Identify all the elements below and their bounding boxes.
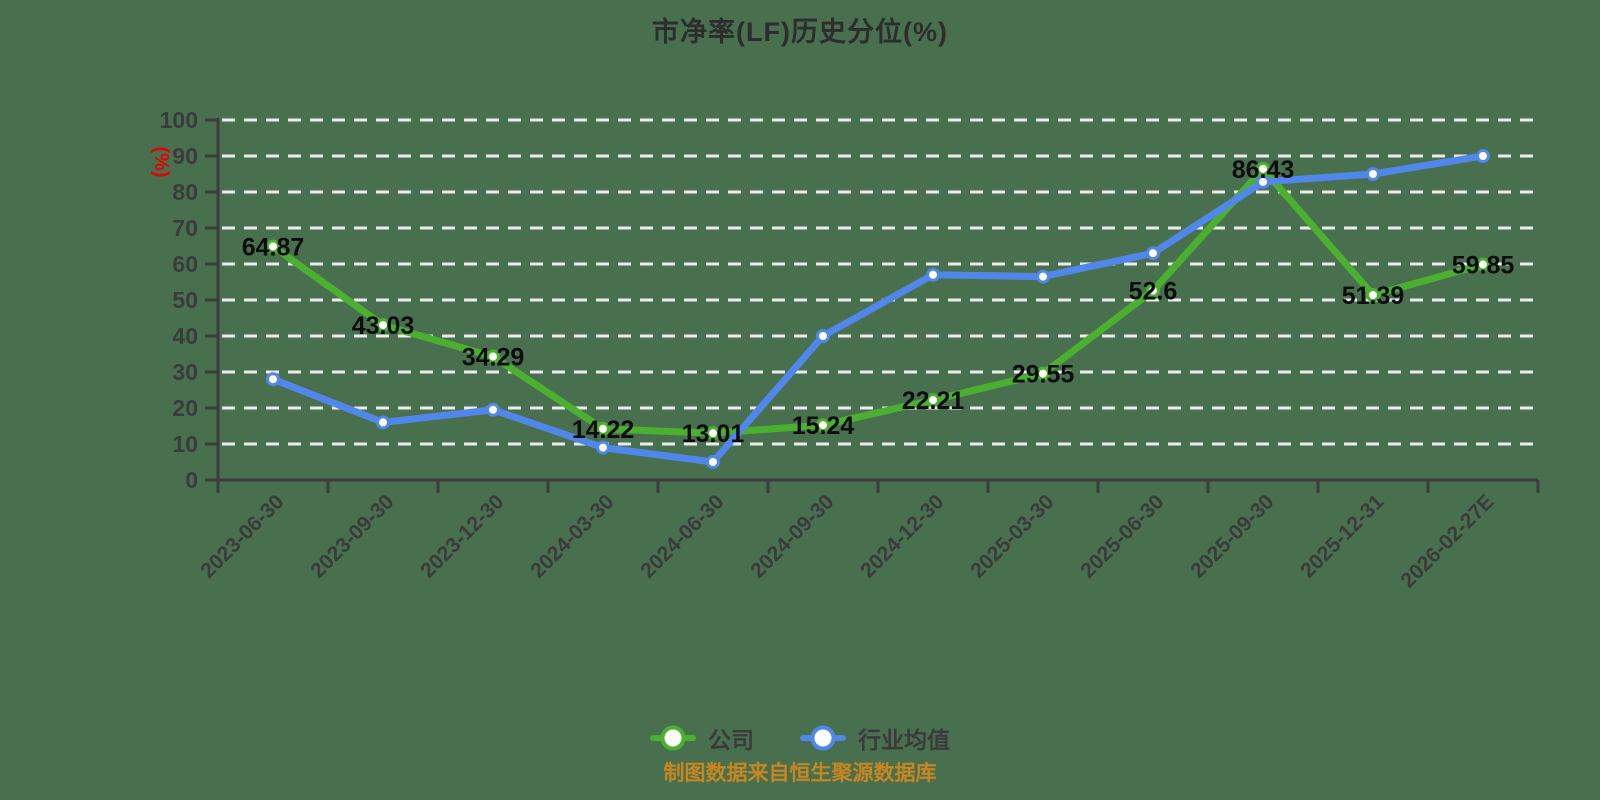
data-label-1: 43.03 bbox=[352, 312, 415, 340]
data-label-10: 51.39 bbox=[1342, 282, 1405, 310]
x-tick-label-0: 2023-06-30 bbox=[196, 490, 288, 582]
data-label-8: 52.6 bbox=[1129, 278, 1178, 306]
x-tick-label-4: 2024-06-30 bbox=[636, 490, 728, 582]
company-point-6 bbox=[926, 393, 940, 408]
company-points bbox=[266, 161, 1490, 441]
legend-ring bbox=[810, 725, 836, 751]
industry-point-11 bbox=[1476, 149, 1490, 163]
company-point-11 bbox=[1476, 257, 1490, 272]
industry-point-1 bbox=[376, 415, 390, 430]
legend-label-company: 公司 bbox=[708, 727, 754, 753]
company-point-5 bbox=[816, 418, 830, 433]
x-tick-label-2: 2023-12-30 bbox=[416, 490, 508, 582]
company-point-4 bbox=[706, 426, 720, 441]
legend-item-company[interactable]: 公司 bbox=[650, 721, 754, 755]
data-label-6: 22.21 bbox=[902, 387, 965, 415]
y-axis-labels: 0 10 20 30 40 50 60 70 80 90 100 bbox=[160, 107, 198, 493]
chart-title: 市净率(LF)历史分位(%) bbox=[652, 17, 948, 47]
industry-point-5 bbox=[816, 329, 830, 343]
company-data-labels: 64.87 43.03 34.29 14.22 13.01 15.24 22.21 29.55… bbox=[242, 156, 1515, 448]
company-point-2 bbox=[486, 349, 500, 364]
industry-point-7 bbox=[1036, 269, 1050, 284]
industry-point-4 bbox=[706, 455, 720, 469]
company-point-3 bbox=[596, 421, 610, 436]
company-legend-marker-icon bbox=[650, 723, 696, 753]
x-tick-label-8: 2025-06-30 bbox=[1076, 490, 1168, 582]
x-tick-label-6: 2024-12-30 bbox=[856, 490, 948, 582]
data-label-5: 15.24 bbox=[792, 412, 855, 440]
industry-points bbox=[266, 149, 1490, 469]
axes bbox=[205, 118, 1540, 493]
y-tick-label-30: 30 bbox=[172, 359, 198, 385]
x-tick-label-5: 2024-09-30 bbox=[746, 490, 838, 582]
y-tick-label-0: 0 bbox=[185, 467, 198, 493]
x-tick-label-11: 2026-02-27E bbox=[1396, 490, 1498, 592]
y-tick-label-70: 70 bbox=[172, 215, 198, 241]
y-tick-label-80: 80 bbox=[172, 179, 198, 205]
y-axis-unit-label: (%) bbox=[150, 146, 172, 177]
industry-point-2 bbox=[486, 402, 500, 417]
company-point-0 bbox=[266, 239, 280, 254]
industry-point-3 bbox=[596, 440, 610, 455]
company-point-1 bbox=[376, 318, 390, 333]
x-tick-label-10: 2025-12-31 bbox=[1296, 490, 1388, 582]
data-label-3: 14.22 bbox=[572, 416, 635, 444]
industry-point-9 bbox=[1256, 174, 1270, 189]
company-point-9 bbox=[1256, 161, 1270, 176]
y-tick-label-50: 50 bbox=[172, 287, 198, 313]
data-label-0: 64.87 bbox=[242, 233, 305, 261]
industry-point-10 bbox=[1366, 167, 1380, 181]
industry-line bbox=[269, 152, 1487, 466]
footer-note: 制图数据来自恒生聚源数据库 bbox=[663, 762, 937, 785]
y-tick-label-60: 60 bbox=[172, 251, 198, 277]
y-tick-label-20: 20 bbox=[172, 395, 198, 421]
legend-item-industry[interactable]: 行业均值 bbox=[800, 721, 950, 755]
company-line bbox=[269, 165, 1487, 437]
company-point-8 bbox=[1146, 283, 1160, 298]
y-tick-label-10: 10 bbox=[172, 431, 198, 457]
company-point-10 bbox=[1366, 287, 1380, 302]
company-point-7 bbox=[1036, 366, 1050, 381]
data-label-7: 29.55 bbox=[1012, 361, 1075, 389]
industry-point-8 bbox=[1146, 246, 1160, 261]
legend: 公司 行业均值 bbox=[0, 721, 1600, 755]
x-tick-label-9: 2025-09-30 bbox=[1186, 490, 1278, 582]
x-tick-label-1: 2023-09-30 bbox=[306, 490, 398, 582]
data-label-9: 86.43 bbox=[1232, 156, 1295, 184]
legend-ring bbox=[660, 725, 686, 751]
industry-legend-marker-icon bbox=[800, 723, 846, 753]
data-label-4: 13.01 bbox=[682, 420, 745, 448]
x-tick-label-7: 2025-03-30 bbox=[966, 490, 1058, 582]
y-tick-label-90: 90 bbox=[172, 143, 198, 169]
y-tick-label-40: 40 bbox=[172, 323, 198, 349]
legend-label-industry: 行业均值 bbox=[858, 727, 950, 753]
gridlines bbox=[222, 118, 1538, 446]
industry-point-6 bbox=[926, 267, 940, 282]
y-tick-label-100: 100 bbox=[160, 107, 198, 133]
data-label-11: 59.85 bbox=[1452, 252, 1515, 280]
industry-point-0 bbox=[266, 372, 280, 387]
x-tick-label-3: 2024-03-30 bbox=[526, 490, 618, 582]
data-label-2: 34.29 bbox=[462, 344, 525, 372]
x-axis-labels: 2023-06-30 2023-09-30 2023-12-30 2024-03-30… bbox=[196, 490, 1498, 592]
